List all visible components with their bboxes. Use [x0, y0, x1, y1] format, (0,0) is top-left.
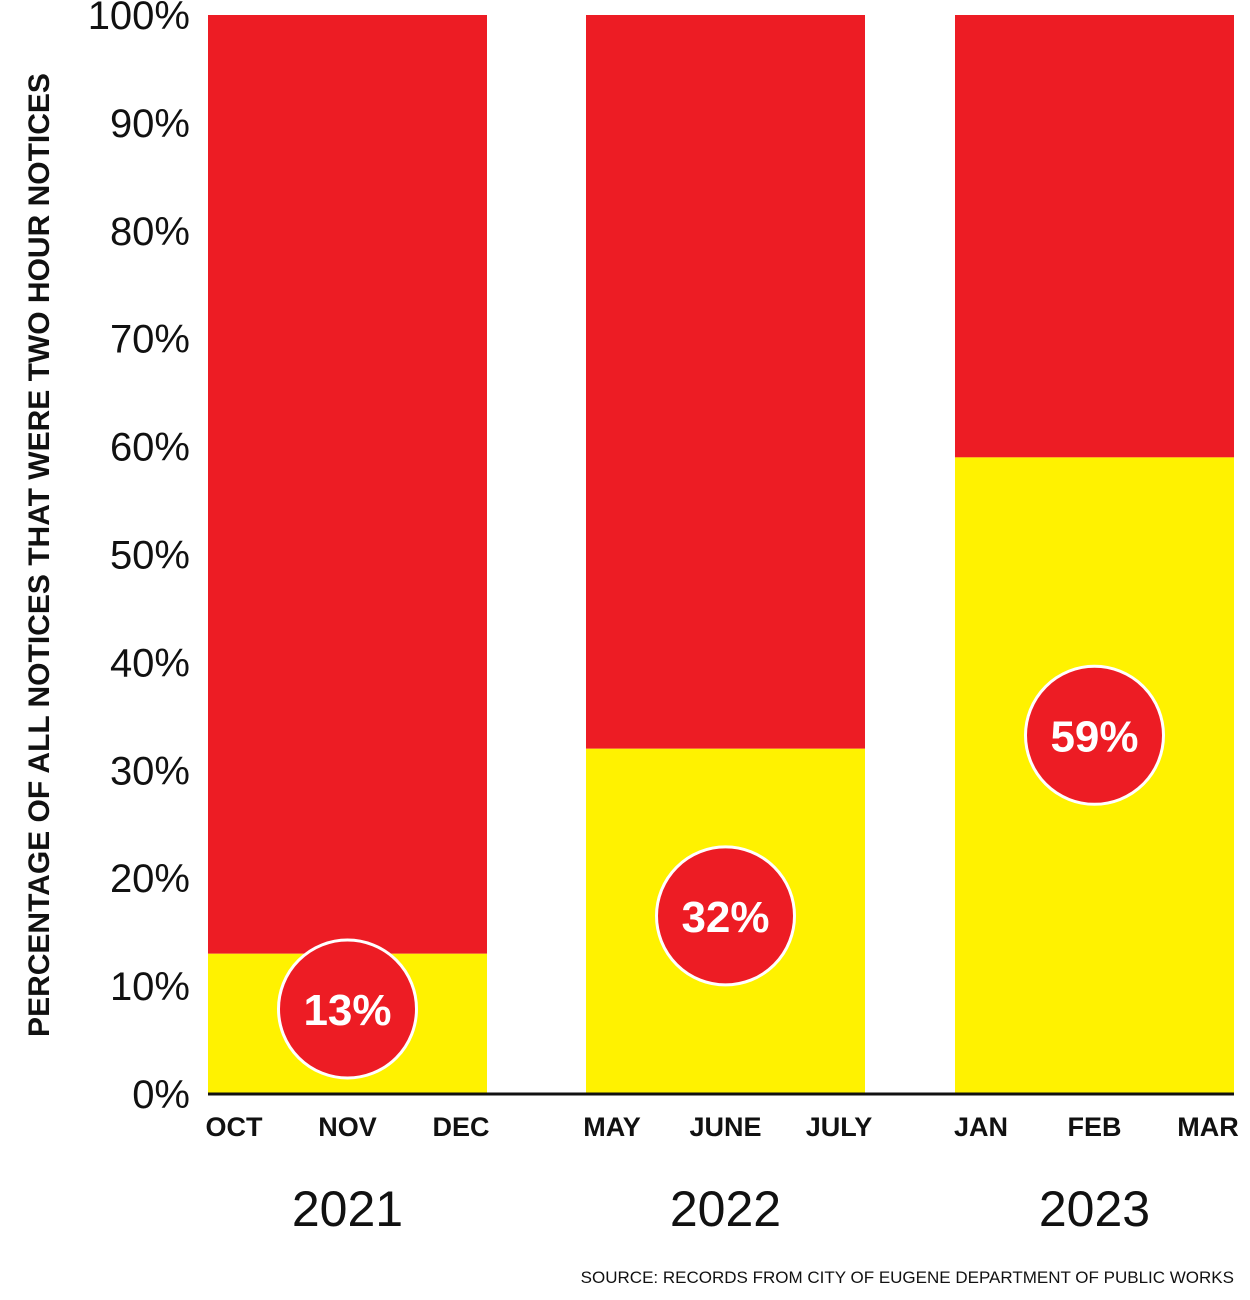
year-label-2022: 2022: [670, 1181, 781, 1237]
y-tick-label: 50%: [110, 534, 190, 578]
y-tick-label: 0%: [132, 1073, 190, 1117]
month-label: FEB: [1068, 1112, 1122, 1142]
year-label-2021: 2021: [292, 1181, 403, 1237]
month-label: OCT: [206, 1112, 264, 1142]
y-tick-label: 100%: [88, 0, 190, 38]
bar-other-2021: [208, 15, 487, 954]
value-badge-label-2023: 59%: [1050, 712, 1138, 761]
month-label: NOV: [318, 1112, 377, 1142]
y-axis-ticks: 0% 10% 20% 30% 40% 50% 60% 70% 80% 90% 100%: [88, 0, 190, 1117]
y-axis-title: PERCENTAGE OF ALL NOTICES THAT WERE TWO …: [23, 73, 56, 1037]
value-badge-label-2022: 32%: [681, 893, 769, 942]
y-tick-label: 30%: [110, 749, 190, 793]
y-tick-label: 70%: [110, 318, 190, 362]
y-tick-label: 20%: [110, 857, 190, 901]
y-tick-label: 80%: [110, 210, 190, 254]
y-axis-title-group: PERCENTAGE OF ALL NOTICES THAT WERE TWO …: [23, 73, 56, 1037]
value-badges: 13% 32% 59%: [277, 664, 1165, 1080]
year-label-2023: 2023: [1039, 1181, 1150, 1237]
month-label: JULY: [806, 1112, 873, 1142]
month-label: JUNE: [689, 1112, 761, 1142]
y-tick-label: 10%: [110, 965, 190, 1009]
month-label: JAN: [954, 1112, 1008, 1142]
value-badge-circle-2023: [1024, 664, 1165, 806]
value-badge-label-2021: 13%: [303, 986, 391, 1035]
year-labels: 2021 2022 2023: [292, 1181, 1150, 1237]
y-tick-label: 90%: [110, 102, 190, 146]
source-note: SOURCE: RECORDS FROM CITY OF EUGENE DEPA…: [581, 1268, 1234, 1287]
value-badge-circle-2021: [277, 938, 418, 1080]
bar-other-2023: [955, 15, 1234, 458]
value-badge-circle-2022: [655, 845, 796, 987]
month-labels: OCT NOV DEC MAY JUNE JULY JAN FEB MAR: [206, 1112, 1239, 1142]
bar-other-2022: [586, 15, 865, 749]
month-label: DEC: [432, 1112, 489, 1142]
y-tick-label: 40%: [110, 641, 190, 685]
y-tick-label: 60%: [110, 426, 190, 470]
month-label: MAY: [583, 1112, 641, 1142]
month-label: MAR: [1177, 1112, 1239, 1142]
